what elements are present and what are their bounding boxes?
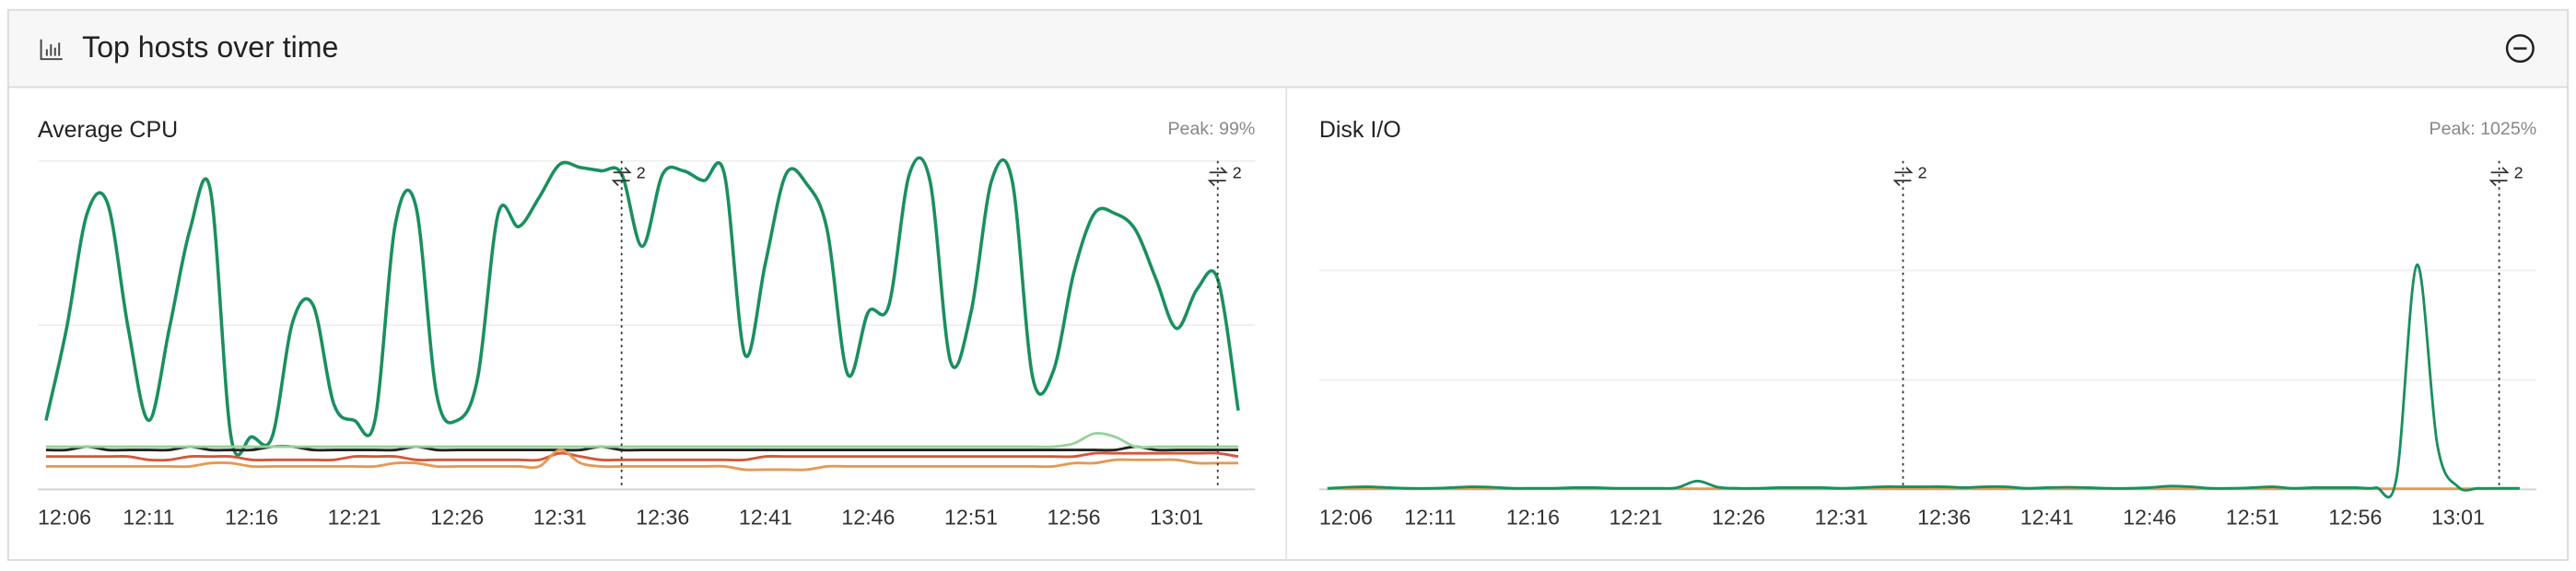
x-tick-label: 12:21 bbox=[328, 506, 381, 530]
x-tick-label: 12:51 bbox=[944, 506, 998, 530]
marker-icon[interactable] bbox=[1207, 167, 1228, 187]
x-tick-label: 13:01 bbox=[1150, 506, 1203, 530]
x-tick-label: 12:51 bbox=[2226, 506, 2279, 530]
marker-count: 2 bbox=[1233, 164, 1242, 182]
x-tick-label: 12:31 bbox=[1815, 506, 1868, 530]
marker-icon[interactable] bbox=[1892, 167, 1914, 187]
series-line bbox=[45, 449, 1239, 472]
panel-frame bbox=[7, 8, 2569, 561]
peak-label: Peak: 99% bbox=[1167, 119, 1255, 139]
marker-count: 2 bbox=[637, 164, 646, 182]
marker-arrows bbox=[1892, 167, 1914, 187]
x-tick-label: 12:46 bbox=[841, 506, 895, 530]
marker-count: 2 bbox=[1918, 164, 1927, 182]
marker-arrows bbox=[2488, 167, 2510, 187]
x-tick-label: 12:31 bbox=[533, 506, 587, 530]
panel-header bbox=[8, 10, 2568, 87]
marker-arrows bbox=[611, 167, 632, 187]
chart-title: Average CPU bbox=[38, 117, 178, 143]
x-tick-label: 12:41 bbox=[2020, 506, 2074, 530]
marker-arrows bbox=[1207, 167, 1228, 187]
panel-title: Top hosts over time bbox=[82, 30, 338, 64]
x-tick-label: 12:06 bbox=[38, 506, 91, 530]
marker-count: 2 bbox=[2514, 164, 2523, 182]
x-tick-label: 12:26 bbox=[430, 506, 484, 530]
series-line bbox=[44, 156, 1240, 457]
peak-label: Peak: 1025% bbox=[2430, 119, 2537, 139]
x-tick-label: 12:56 bbox=[1048, 506, 1101, 530]
marker-icon[interactable] bbox=[611, 167, 632, 187]
x-tick-label: 12:06 bbox=[1319, 506, 1373, 530]
x-tick-label: 12:26 bbox=[1712, 506, 1765, 530]
x-tick-label: 12:16 bbox=[225, 506, 278, 530]
chart-title: Disk I/O bbox=[1319, 117, 1401, 143]
series-line bbox=[45, 451, 1239, 462]
series-line bbox=[45, 432, 1239, 449]
x-tick-label: 12:36 bbox=[1917, 506, 1971, 530]
x-tick-label: 12:11 bbox=[123, 506, 174, 530]
x-tick-label: 12:16 bbox=[1506, 506, 1560, 530]
x-tick-label: 13:01 bbox=[2431, 506, 2485, 530]
x-tick-label: 12:46 bbox=[2123, 506, 2176, 530]
chart-icon bbox=[40, 39, 63, 61]
x-tick-label: 12:56 bbox=[2328, 506, 2382, 530]
collapse-button[interactable] bbox=[2505, 34, 2535, 64]
x-tick-label: 12:41 bbox=[739, 506, 792, 530]
x-tick-label: 12:11 bbox=[1404, 506, 1456, 530]
x-tick-label: 12:21 bbox=[1609, 506, 1662, 530]
x-tick-label: 12:36 bbox=[636, 506, 689, 530]
marker-icon[interactable] bbox=[2488, 167, 2510, 187]
series-line bbox=[45, 445, 1239, 452]
series-line bbox=[1327, 263, 2520, 499]
